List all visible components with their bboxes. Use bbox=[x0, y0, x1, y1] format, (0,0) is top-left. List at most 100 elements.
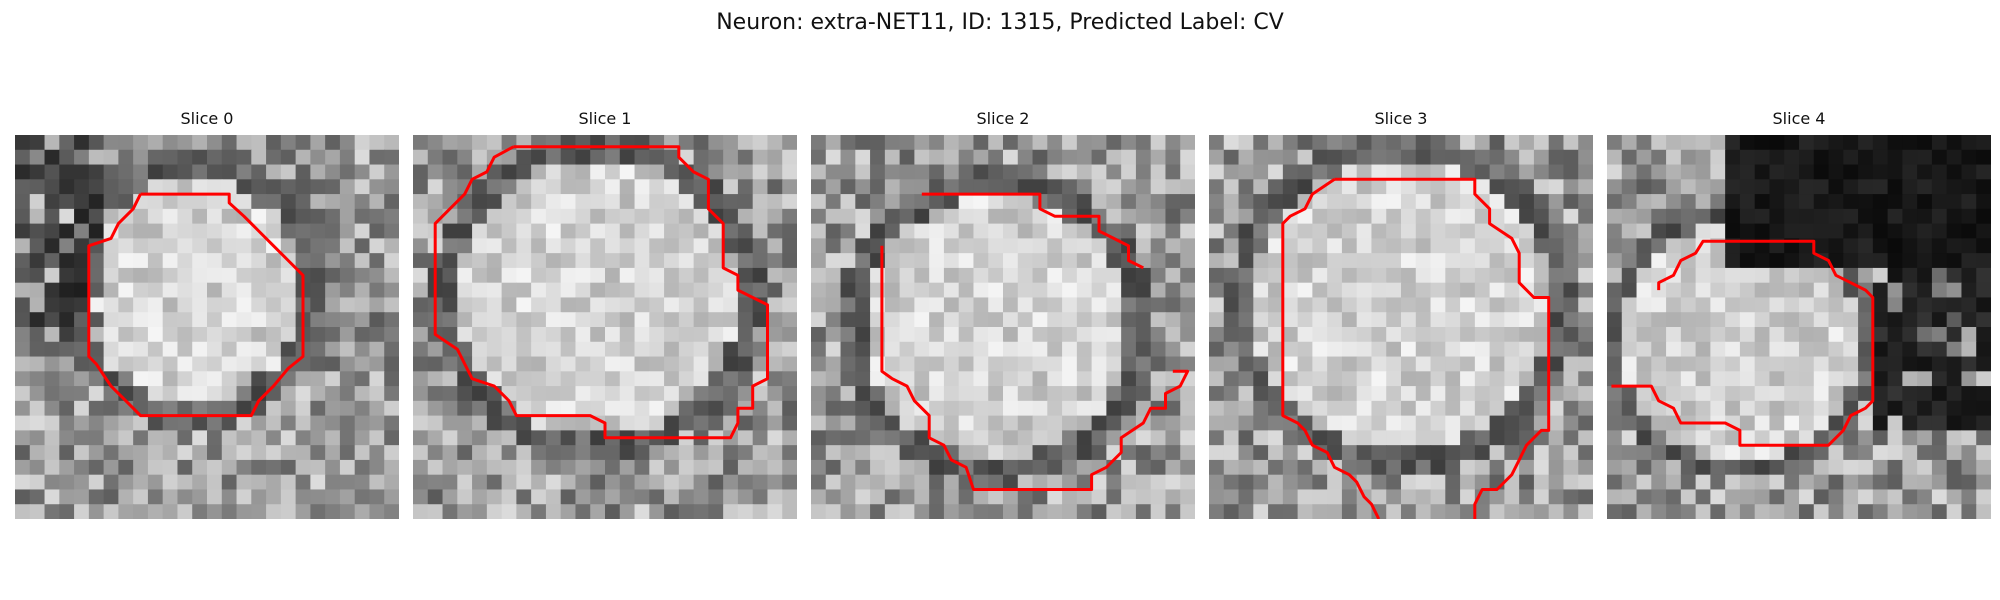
image-pixel bbox=[266, 430, 282, 446]
image-pixel bbox=[1209, 459, 1225, 476]
image-pixel bbox=[1917, 504, 1933, 519]
image-pixel bbox=[545, 297, 562, 313]
image-pixel bbox=[884, 208, 901, 225]
image-pixel bbox=[1548, 356, 1565, 372]
image-pixel bbox=[221, 459, 238, 476]
image-pixel bbox=[118, 341, 134, 358]
image-pixel bbox=[133, 135, 149, 151]
image-pixel bbox=[339, 179, 356, 195]
image-pixel bbox=[1666, 149, 1682, 166]
image-pixel bbox=[767, 267, 783, 284]
image-pixel bbox=[840, 430, 856, 446]
image-pixel bbox=[1091, 267, 1107, 284]
image-pixel bbox=[413, 341, 429, 358]
image-pixel bbox=[88, 194, 105, 210]
image-pixel bbox=[413, 179, 429, 195]
image-pixel bbox=[1946, 223, 1963, 239]
image-pixel bbox=[501, 474, 517, 491]
image-pixel bbox=[1386, 135, 1402, 151]
image-pixel bbox=[678, 474, 695, 491]
image-pixel bbox=[147, 238, 164, 254]
image-pixel bbox=[1165, 312, 1181, 328]
image-pixel bbox=[192, 297, 208, 313]
image-pixel bbox=[1430, 445, 1446, 461]
image-pixel bbox=[207, 489, 223, 505]
image-pixel bbox=[678, 371, 695, 387]
image-pixel bbox=[1548, 386, 1565, 402]
image-pixel bbox=[1887, 297, 1903, 313]
image-pixel bbox=[1548, 164, 1565, 180]
image-pixel bbox=[1180, 415, 1195, 431]
image-pixel bbox=[1076, 356, 1093, 372]
image-pixel bbox=[708, 149, 724, 166]
image-pixel bbox=[221, 282, 238, 299]
image-pixel bbox=[973, 356, 989, 372]
image-pixel bbox=[1563, 415, 1579, 431]
image-pixel bbox=[1725, 149, 1741, 166]
image-pixel bbox=[914, 312, 930, 328]
image-pixel bbox=[384, 474, 399, 491]
image-pixel bbox=[1386, 504, 1402, 519]
image-pixel bbox=[221, 341, 238, 358]
image-pixel bbox=[1312, 149, 1328, 166]
image-pixel bbox=[988, 194, 1004, 210]
image-pixel bbox=[457, 327, 473, 343]
image-pixel bbox=[531, 371, 547, 387]
image-pixel bbox=[899, 400, 915, 417]
image-pixel bbox=[369, 430, 385, 446]
image-pixel bbox=[884, 179, 901, 195]
image-pixel bbox=[133, 504, 149, 519]
image-pixel bbox=[590, 474, 606, 491]
image-pixel bbox=[545, 400, 562, 417]
image-pixel bbox=[74, 282, 90, 299]
image-pixel bbox=[118, 327, 134, 343]
image-pixel bbox=[1401, 430, 1417, 446]
image-pixel bbox=[192, 445, 208, 461]
image-pixel bbox=[1371, 504, 1387, 519]
image-pixel bbox=[1533, 208, 1550, 225]
image-pixel bbox=[884, 445, 901, 461]
image-pixel bbox=[103, 135, 119, 151]
image-pixel bbox=[280, 149, 297, 166]
image-pixel bbox=[147, 430, 164, 446]
image-pixel bbox=[1799, 223, 1815, 239]
image-pixel bbox=[1356, 149, 1373, 166]
image-pixel bbox=[1445, 445, 1461, 461]
image-pixel bbox=[1341, 238, 1358, 254]
image-pixel bbox=[1238, 135, 1254, 151]
image-pixel bbox=[147, 282, 164, 299]
image-pixel bbox=[752, 504, 769, 519]
image-pixel bbox=[1341, 164, 1358, 180]
image-pixel bbox=[251, 267, 267, 284]
image-pixel bbox=[1253, 371, 1269, 387]
image-pixel bbox=[103, 327, 119, 343]
image-pixel bbox=[1297, 327, 1313, 343]
image-pixel bbox=[1799, 504, 1815, 519]
image-pixel bbox=[1563, 430, 1579, 446]
image-pixel bbox=[1739, 415, 1756, 431]
image-pixel bbox=[1828, 223, 1844, 239]
image-pixel bbox=[1297, 135, 1313, 151]
image-pixel bbox=[1887, 445, 1903, 461]
image-pixel bbox=[1504, 312, 1520, 328]
image-pixel bbox=[825, 164, 842, 180]
image-pixel bbox=[1548, 267, 1565, 284]
image-pixel bbox=[236, 459, 252, 476]
image-pixel bbox=[221, 149, 238, 166]
image-pixel bbox=[1356, 356, 1373, 372]
image-pixel bbox=[1356, 386, 1373, 402]
image-pixel bbox=[811, 400, 827, 417]
image-pixel bbox=[486, 371, 503, 387]
image-pixel bbox=[531, 430, 547, 446]
image-pixel bbox=[1268, 400, 1284, 417]
image-pixel bbox=[1032, 149, 1048, 166]
image-pixel bbox=[1931, 504, 1948, 519]
image-pixel bbox=[1106, 164, 1122, 180]
image-pixel bbox=[1607, 179, 1623, 195]
image-pixel bbox=[1976, 164, 1991, 180]
image-pixel bbox=[1062, 386, 1078, 402]
image-pixel bbox=[693, 194, 709, 210]
image-pixel bbox=[1872, 386, 1889, 402]
image-pixel bbox=[1253, 149, 1269, 166]
image-pixel bbox=[74, 415, 90, 431]
